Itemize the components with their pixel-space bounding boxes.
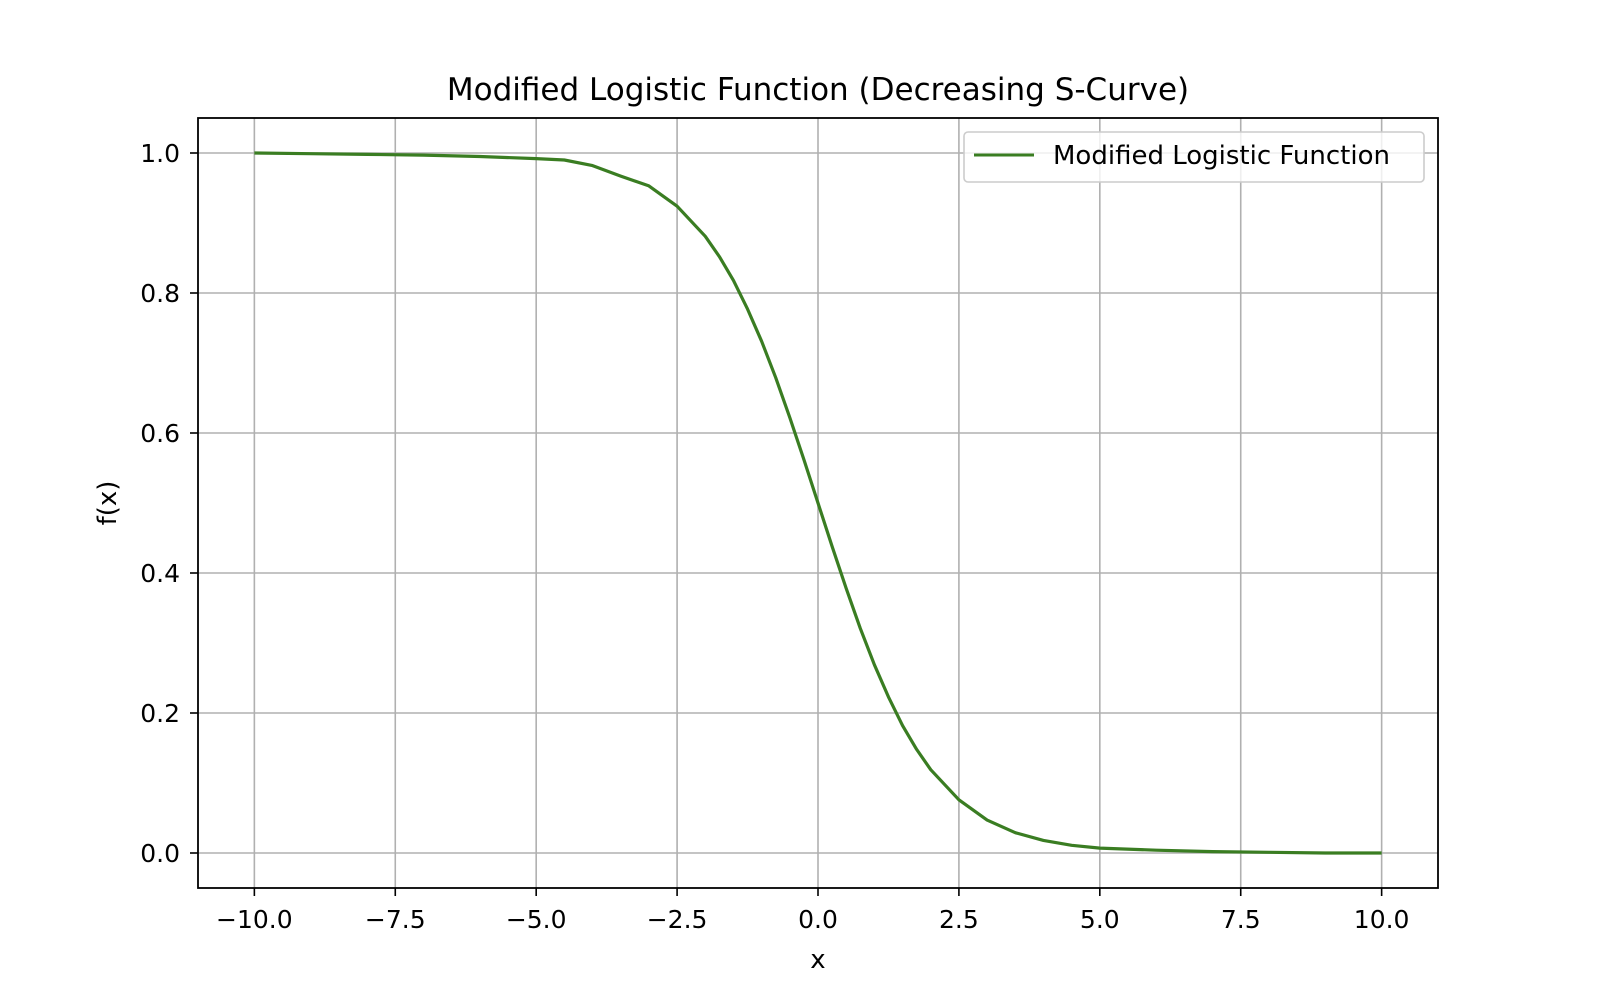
chart-title: Modified Logistic Function (Decreasing S… bbox=[447, 72, 1189, 108]
y-tick-label: 1.0 bbox=[140, 139, 180, 168]
x-axis: −10.0 −7.5 −5.0 −2.5 0.0 2.5 5.0 7.5 10.0 bbox=[216, 888, 1409, 934]
x-tick-label: 7.5 bbox=[1221, 905, 1261, 934]
x-tick-label: 10.0 bbox=[1354, 905, 1410, 934]
x-tick-label: 2.5 bbox=[939, 905, 979, 934]
x-axis-label: x bbox=[810, 945, 825, 975]
y-tick-label: 0.0 bbox=[140, 839, 180, 868]
series-line bbox=[254, 151, 1382, 855]
legend-box bbox=[963, 131, 1425, 183]
y-tick-label: 0.8 bbox=[140, 279, 180, 308]
x-tick-label: 5.0 bbox=[1080, 905, 1120, 934]
y-tick-label: 0.4 bbox=[140, 559, 180, 588]
series-group bbox=[254, 151, 1382, 855]
y-tick-label: 0.2 bbox=[140, 699, 180, 728]
legend: Modified Logistic Function bbox=[963, 131, 1425, 183]
x-tick-label: −5.0 bbox=[506, 905, 567, 934]
y-axis-label: f(x) bbox=[93, 481, 123, 526]
y-axis: 0.0 0.2 0.4 0.6 0.8 1.0 bbox=[140, 139, 198, 868]
x-tick-label: −10.0 bbox=[216, 905, 293, 934]
x-tick-label: 0.0 bbox=[798, 905, 838, 934]
x-tick-label: −2.5 bbox=[647, 905, 708, 934]
x-tick-label: −7.5 bbox=[365, 905, 426, 934]
y-tick-label: 0.6 bbox=[140, 419, 180, 448]
legend-label: Modified Logistic Function bbox=[1053, 141, 1390, 171]
